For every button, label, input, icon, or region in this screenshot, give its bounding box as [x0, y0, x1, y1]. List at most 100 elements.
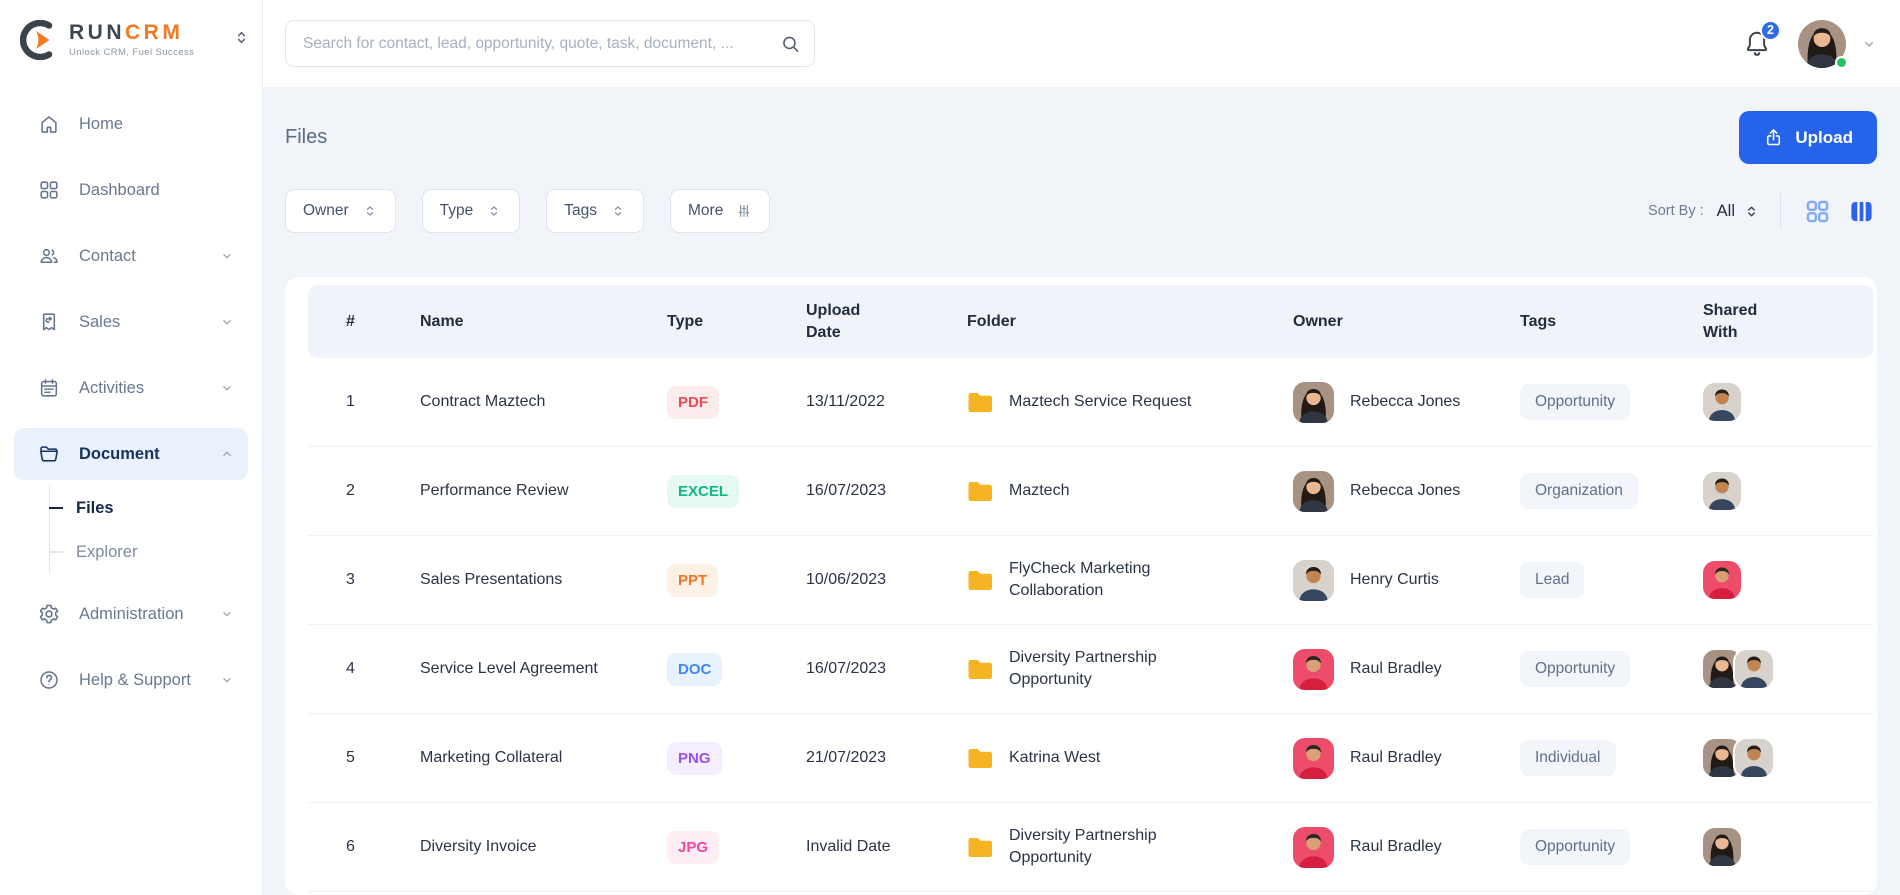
owner-name: Raul Bradley — [1350, 749, 1442, 766]
file-name: Contract Maztech — [420, 393, 546, 410]
sidebar: RUNCRM Unlock CRM, Fuel Success Home Dash… — [0, 0, 263, 895]
folder-icon — [968, 392, 992, 412]
shared-with-avatars — [1703, 383, 1873, 421]
column-header-upload-date: Upload Date — [806, 301, 861, 341]
folder-icon — [968, 837, 992, 857]
file-type-badge: PPT — [667, 563, 719, 597]
upload-icon — [1767, 129, 1781, 146]
sidebar-item-label: Dashboard — [79, 180, 160, 199]
chevron-down-icon — [220, 249, 234, 263]
table-row[interactable]: 1 Contract Maztech PDF 13/11/2022 Maztec… — [308, 358, 1873, 447]
tag-pill: Lead — [1520, 562, 1585, 598]
file-type-badge: PNG — [667, 741, 722, 775]
search-icon[interactable] — [780, 33, 801, 54]
search-input[interactable] — [285, 20, 815, 67]
calendar-icon — [38, 377, 60, 399]
row-number: 6 — [346, 838, 355, 855]
file-type-badge: PDF — [667, 385, 719, 419]
filter-tags-button[interactable]: Tags — [546, 189, 645, 233]
notification-badge: 2 — [1760, 19, 1781, 41]
table-row[interactable]: 3 Sales Presentations PPT 10/06/2023 Fly… — [308, 536, 1873, 625]
row-number: 2 — [346, 482, 355, 499]
file-name: Marketing Collateral — [420, 749, 563, 766]
help-icon — [38, 669, 60, 691]
owner-avatar — [1293, 737, 1334, 779]
owner-name: Rebecca Jones — [1350, 393, 1461, 410]
notifications-button[interactable]: 2 — [1742, 19, 1781, 60]
sidebar-item-label: Activities — [79, 378, 145, 397]
filter-owner-button[interactable]: Owner — [285, 189, 396, 233]
chevron-up-icon — [220, 447, 234, 461]
topbar: 2 — [263, 0, 1900, 87]
shared-with-avatars — [1703, 561, 1873, 599]
shared-avatar-henry-curtis — [1703, 472, 1741, 510]
sidebar-item-activities[interactable]: Activities — [14, 362, 248, 414]
shared-avatar-raul-bradley — [1703, 561, 1741, 599]
sidebar-subitem-explorer[interactable]: Explorer — [49, 530, 248, 574]
user-avatar[interactable] — [1798, 19, 1846, 68]
column-header-shared-with: Shared With — [1703, 301, 1758, 341]
sidebar-item-home[interactable]: Home — [14, 98, 248, 150]
home-icon — [38, 113, 60, 135]
sidebar-item-label: Administration — [79, 604, 184, 623]
owner-avatar — [1293, 648, 1334, 690]
upload-date: 13/11/2022 — [806, 393, 885, 410]
upload-button[interactable]: Upload — [1739, 111, 1877, 164]
sidebar-item-administration[interactable]: Administration — [14, 588, 248, 640]
folder-icon — [968, 659, 992, 679]
sidebar-item-contact[interactable]: Contact — [14, 230, 248, 282]
chevron-down-icon[interactable] — [1861, 36, 1877, 52]
files-table-card: # Name Type Upload Date Folder Owner Tag… — [285, 277, 1877, 895]
owner-avatar — [1293, 826, 1334, 868]
grid-view-button[interactable] — [1802, 196, 1833, 227]
file-type-badge: DOC — [667, 652, 723, 686]
chevron-down-icon — [220, 381, 234, 395]
sidebar-item-help-support[interactable]: Help & Support — [14, 654, 248, 706]
tag-pill: Opportunity — [1520, 829, 1631, 865]
shared-with-avatars — [1703, 650, 1873, 688]
owner-name: Raul Bradley — [1350, 838, 1442, 855]
table-row[interactable]: 4 Service Level Agreement DOC 16/07/2023… — [308, 625, 1873, 714]
file-type-badge: EXCEL — [667, 474, 740, 508]
shared-avatar-henry-curtis — [1703, 383, 1741, 421]
search-box — [285, 20, 815, 67]
folder-name: Maztech Service Request — [1009, 392, 1192, 410]
online-status-dot — [1835, 55, 1848, 69]
dashboard-icon — [38, 179, 60, 201]
column-header-type: Type — [667, 312, 704, 330]
row-number: 1 — [346, 393, 355, 410]
column-header-tags: Tags — [1520, 312, 1557, 330]
table-body: 1 Contract Maztech PDF 13/11/2022 Maztec… — [308, 358, 1873, 892]
user-menu[interactable] — [1798, 19, 1877, 69]
chevron-down-icon — [220, 673, 234, 687]
sort-by-select[interactable]: All — [1717, 202, 1759, 221]
gear-icon — [38, 603, 60, 625]
list-view-button[interactable] — [1846, 196, 1877, 227]
divider — [1780, 193, 1781, 229]
sidebar-item-dashboard[interactable]: Dashboard — [14, 164, 248, 216]
shared-avatar-rebecca-jones — [1703, 828, 1741, 866]
contacts-icon — [38, 245, 60, 267]
table-row[interactable]: 5 Marketing Collateral PNG 21/07/2023 Ka… — [308, 714, 1873, 803]
shared-with-avatars — [1703, 472, 1873, 510]
filter-more-button[interactable]: More — [670, 189, 771, 233]
row-number: 4 — [346, 660, 355, 677]
select-updown-icon — [614, 206, 622, 216]
main-area: 2 Files — [263, 0, 1900, 895]
sidebar-item-sales[interactable]: Sales — [14, 296, 248, 348]
sidebar-nav: Home Dashboard Contact Sales Activities Docum… — [0, 74, 262, 706]
folder-icon — [968, 570, 992, 590]
grid-view-icon — [1806, 200, 1829, 222]
shared-avatar-henry-curtis — [1735, 739, 1773, 777]
filter-type-button[interactable]: Type — [421, 189, 521, 233]
table-row[interactable]: 2 Performance Review EXCEL 16/07/2023 Ma… — [308, 447, 1873, 536]
sidebar-collapse-icon[interactable] — [233, 29, 250, 51]
sidebar-item-document[interactable]: Document — [14, 428, 248, 480]
folder-name: Diversity Partnership Opportunity — [1009, 648, 1157, 688]
sidebar-subitem-files[interactable]: Files — [49, 486, 248, 530]
upload-date: Invalid Date — [806, 838, 891, 855]
select-updown-icon — [491, 206, 498, 216]
folder-icon — [968, 748, 992, 768]
table-row[interactable]: 6 Diversity Invoice JPG Invalid Date Div… — [308, 803, 1873, 892]
